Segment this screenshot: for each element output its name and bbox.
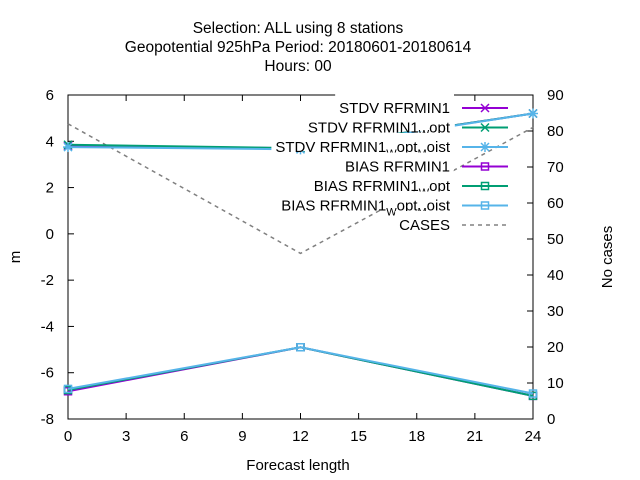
y2-axis-label: No cases — [599, 226, 616, 289]
y2-tick-label: 60 — [547, 195, 564, 212]
x-tick-label: 18 — [408, 428, 425, 445]
y-tick-label: 0 — [46, 226, 54, 243]
y-axis-label: m — [7, 251, 24, 264]
legend-label: CASES — [399, 217, 450, 234]
y2-tick-label: 40 — [547, 267, 564, 284]
legend-label-text: oist — [427, 198, 451, 215]
title-line-2: Geopotential 925hPa Period: 20180601-201… — [125, 39, 472, 56]
data-point-marker — [480, 201, 490, 210]
chart-title: Selection: ALL using 8 stations Geopoten… — [125, 20, 472, 75]
y-tick-label: -8 — [41, 411, 54, 428]
data-point-marker — [480, 162, 490, 171]
y2-tick-label: 70 — [547, 159, 564, 176]
title-line-1: Selection: ALL using 8 stations — [193, 20, 404, 37]
y2-tick-label: 50 — [547, 231, 564, 248]
legend-label-text: opt — [397, 198, 419, 215]
data-point-marker — [480, 122, 490, 133]
data-point-marker — [480, 181, 490, 191]
y2-tick-label: 80 — [547, 123, 564, 140]
y2-tick-label: 20 — [547, 339, 564, 356]
x-tick-label: 12 — [292, 428, 309, 445]
series-4 — [63, 343, 538, 401]
x-tick-label: 15 — [350, 428, 367, 445]
x-tick-label: 0 — [64, 428, 72, 445]
legend-label-text: STDV RFRMIN1 — [275, 139, 386, 156]
y2-tick-label: 90 — [547, 87, 564, 104]
y2-tick-label: 0 — [547, 411, 555, 428]
legend-bg — [271, 133, 455, 151]
series-line — [67, 346, 534, 397]
axis-ticks: 0 3 6 9 12 15 18 21 24-8-6-4-2024601020304050607… — [41, 87, 564, 445]
y-tick-label: -4 — [41, 318, 54, 335]
x-axis-label: Forecast length — [246, 457, 349, 474]
series-line — [67, 346, 534, 397]
series-5 — [63, 343, 538, 401]
data-point-marker — [63, 384, 73, 394]
legend-label: BIAS RFRMIN1 — [345, 159, 450, 176]
legend-bg — [277, 191, 455, 210]
x-tick-label: 24 — [525, 428, 542, 445]
series-line — [67, 346, 534, 395]
y2-tick-label: 10 — [547, 375, 564, 392]
legend-bg — [309, 172, 455, 190]
legend-label: STDV RFRMIN1 — [339, 100, 450, 117]
data-point-marker — [528, 389, 538, 398]
legend-label-text: CASES — [399, 217, 450, 234]
series-line — [67, 123, 534, 255]
y-tick-label: 4 — [46, 133, 54, 150]
legend-label-text: BIAS RFRMIN1 — [345, 159, 450, 176]
data-point-marker — [480, 103, 490, 113]
legend-label-text: opt — [429, 178, 451, 195]
legend-label-text: BIAS RFRMIN1 — [314, 178, 419, 195]
legend-label: BIAS RFRMIN1WoptMoist — [281, 198, 451, 219]
legend-label-text: BIAS RFRMIN1 — [281, 198, 386, 215]
y-tick-label: -2 — [41, 272, 54, 289]
data-point-marker — [296, 343, 305, 352]
title-line-3: Hours: 00 — [264, 58, 332, 75]
legend-bg — [335, 94, 454, 112]
y-tick-label: -6 — [41, 365, 54, 382]
legend-label-text: opt — [429, 120, 451, 137]
x-tick-label: 6 — [180, 428, 188, 445]
x-tick-label: 21 — [467, 428, 484, 445]
series-6 — [63, 343, 538, 398]
legend-label-text: oist — [427, 139, 451, 156]
legend-label-text: STDV RFRMIN1 — [339, 100, 450, 117]
y2-tick-label: 30 — [547, 303, 564, 320]
legend-bg — [303, 113, 455, 132]
legend: STDV RFRMIN1 STDV RFRMIN1 Wopt STDV RFRMIN1… — [271, 94, 508, 234]
legend-label-text: opt — [397, 139, 419, 156]
series-7 — [67, 123, 534, 255]
y-tick-label: 2 — [46, 180, 54, 197]
legend-label-text: STDV RFRMIN1 — [308, 120, 419, 137]
legend-label-subscript: W — [386, 207, 397, 219]
x-tick-label: 9 — [238, 428, 246, 445]
legend-bg — [340, 152, 454, 171]
x-tick-label: 3 — [122, 428, 130, 445]
legend-bg — [395, 211, 454, 229]
y-tick-label: 6 — [46, 87, 54, 104]
